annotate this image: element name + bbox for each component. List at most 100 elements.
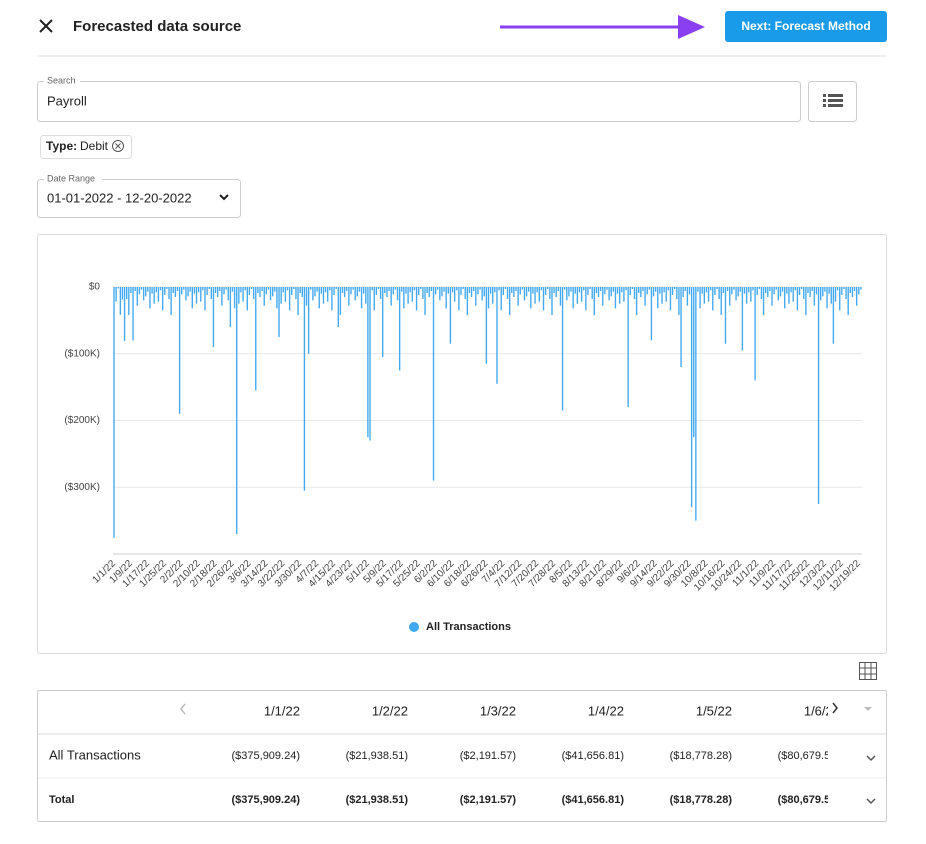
bar [413, 287, 416, 291]
bar [777, 287, 780, 301]
bar [316, 287, 318, 292]
bar [538, 287, 540, 302]
table-view-button[interactable] [859, 662, 877, 680]
bar [403, 287, 405, 309]
bar [830, 287, 832, 304]
bar [208, 287, 210, 290]
bar [263, 287, 265, 306]
bar [314, 287, 316, 297]
date-value: 01-01-2022 - 12-20-2022 [47, 190, 192, 205]
bar [709, 287, 712, 291]
bar [820, 287, 822, 301]
label-bg [44, 174, 102, 182]
bar [210, 287, 213, 300]
bar [390, 287, 392, 306]
bar [483, 287, 485, 297]
bar [305, 287, 308, 306]
bar [278, 287, 280, 338]
bar [159, 287, 162, 291]
bar [496, 287, 498, 384]
bar [635, 287, 638, 316]
bar [515, 287, 517, 292]
bar [511, 287, 513, 294]
bar [523, 287, 526, 301]
bar [824, 287, 826, 292]
row-expand[interactable] [866, 755, 876, 762]
bar [690, 287, 693, 508]
bar [741, 287, 744, 351]
bar [790, 287, 792, 293]
cell: ($2,191.57) [460, 750, 516, 762]
bar [242, 287, 244, 302]
bar [375, 287, 378, 296]
bar [604, 287, 606, 295]
bar [589, 287, 591, 290]
row-expand[interactable] [866, 798, 876, 805]
search-field[interactable]: Search Payroll [37, 75, 801, 122]
bar [703, 287, 706, 304]
bar [369, 287, 371, 441]
bar [792, 287, 794, 302]
bar [813, 287, 816, 306]
bar [176, 287, 179, 292]
filter-chip[interactable]: Type: Debit [40, 135, 132, 159]
bar [860, 287, 862, 290]
bar [155, 287, 158, 293]
bar [532, 287, 534, 294]
bar [439, 287, 441, 301]
bar [132, 287, 134, 341]
bar [178, 287, 181, 414]
bar [288, 287, 291, 311]
page-title: Forecasted data source [73, 18, 241, 35]
y-tick-label: ($100K) [64, 348, 100, 359]
bar [716, 287, 718, 290]
bar [667, 287, 670, 291]
cell: ($18,778.28) [670, 750, 732, 762]
bar [348, 287, 350, 306]
bar [771, 287, 773, 306]
bar [291, 287, 293, 296]
arrow-head [678, 15, 705, 39]
dropdown-chevron [219, 194, 229, 201]
bar [373, 287, 375, 311]
bar [612, 287, 615, 292]
bar [200, 287, 202, 302]
date-range-field[interactable]: Date Range 01-01-2022 - 12-20-2022 [37, 173, 241, 218]
list-view-button[interactable] [808, 81, 857, 122]
bar [779, 287, 782, 297]
bar [157, 287, 160, 302]
bar [445, 287, 447, 309]
bar [504, 287, 507, 290]
bar [796, 287, 799, 311]
prev-columns[interactable] [180, 703, 186, 715]
bar [367, 287, 369, 438]
bar [697, 287, 699, 292]
bar [280, 287, 282, 304]
bar [126, 287, 128, 300]
bar [530, 287, 532, 309]
bar [346, 287, 348, 292]
bar [597, 287, 600, 298]
bar [113, 287, 115, 538]
cell: ($21,938.51) [346, 750, 408, 762]
bar [561, 287, 564, 411]
chip-remove[interactable] [112, 140, 124, 152]
bar [839, 287, 841, 311]
next-columns[interactable] [832, 702, 838, 714]
bar [166, 287, 168, 290]
next-button[interactable]: Next: Forecast Method [725, 11, 887, 42]
bar [477, 287, 479, 295]
bar [449, 287, 452, 344]
bar [282, 287, 284, 293]
close-button[interactable] [39, 19, 53, 33]
bar [521, 287, 524, 290]
bar [834, 287, 837, 302]
bar [284, 287, 287, 302]
bar [644, 287, 646, 306]
bar [417, 287, 420, 296]
bar [272, 287, 274, 297]
column-menu[interactable] [864, 707, 872, 711]
bar [219, 287, 221, 292]
bar [426, 287, 428, 294]
bar [248, 287, 251, 296]
